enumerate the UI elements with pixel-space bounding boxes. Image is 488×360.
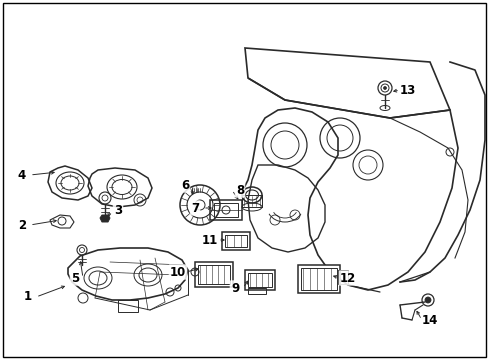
Bar [209,200,242,220]
Bar [222,232,249,250]
Text: 14: 14 [421,314,437,327]
Text: 13: 13 [399,84,415,96]
Bar [244,270,274,290]
Text: 2: 2 [18,219,26,231]
Bar [337,270,347,284]
Text: 6: 6 [181,179,189,192]
Bar [214,203,238,217]
Bar [118,300,138,312]
Bar [195,262,232,287]
Text: 5: 5 [71,271,79,284]
Bar [247,273,271,287]
Bar [247,288,265,294]
Bar [301,268,336,290]
Text: 7: 7 [190,202,199,215]
Bar [242,195,262,207]
Bar [224,235,246,247]
Text: 1: 1 [24,291,32,303]
Text: 12: 12 [339,271,355,284]
Circle shape [383,86,386,90]
Polygon shape [100,215,110,222]
Text: 11: 11 [202,234,218,247]
Text: 3: 3 [114,203,122,216]
Text: 4: 4 [18,168,26,181]
Bar [297,265,339,293]
Text: 10: 10 [169,266,186,279]
Text: 8: 8 [235,184,244,197]
Text: 9: 9 [230,282,239,294]
Circle shape [424,297,430,303]
Bar [198,265,229,284]
